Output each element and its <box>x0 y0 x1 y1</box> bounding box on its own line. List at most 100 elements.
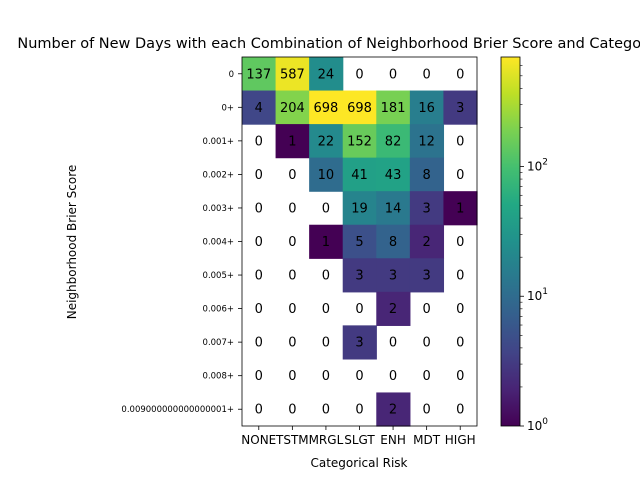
cell-value-label: 3 <box>423 269 431 284</box>
cell-value-label: 0 <box>456 134 464 149</box>
colorbar-tick-label: 102 <box>527 157 548 173</box>
heatmap-cell <box>275 124 310 159</box>
cell-value-label: 3 <box>423 201 431 216</box>
heatmap-cell <box>376 291 411 326</box>
cell-value-label: 0 <box>255 403 263 418</box>
cell-value-label: 8 <box>423 168 431 183</box>
cell-value-label: 137 <box>246 67 271 82</box>
heatmap-cell <box>309 90 344 125</box>
cell-value-label: 0 <box>456 369 464 384</box>
heatmap-cell <box>409 124 445 159</box>
heatmap-cell <box>409 224 445 259</box>
y-tick-label: 0.005+ <box>203 271 234 281</box>
heatmap-cell <box>275 57 310 92</box>
x-tick-label: ENH <box>380 433 406 447</box>
cell-value-label: 0 <box>288 235 296 250</box>
cell-value-label: 0 <box>288 302 296 317</box>
heatmap-cell <box>309 124 344 159</box>
cell-value-label: 4 <box>255 101 263 116</box>
cell-value-label: 0 <box>456 269 464 284</box>
cell-value-label: 0 <box>456 168 464 183</box>
cell-value-label: 698 <box>347 101 372 116</box>
y-tick-label: 0+ <box>221 103 234 113</box>
cell-value-label: 14 <box>385 201 402 216</box>
cell-value-label: 0 <box>255 336 263 351</box>
cell-value-label: 2 <box>389 302 397 317</box>
y-tick-label: 0.008+ <box>203 372 234 382</box>
x-tick-label: NONE <box>241 433 276 447</box>
y-tick-label: 0.009000000000000001+ <box>121 405 234 415</box>
cell-value-label: 0 <box>322 269 330 284</box>
cell-value-label: 3 <box>355 269 363 284</box>
heatmap-cell <box>376 157 411 192</box>
cell-value-label: 0 <box>322 403 330 418</box>
cell-value-label: 0 <box>355 403 363 418</box>
chart-title: Number of New Days with each Combination… <box>17 36 640 52</box>
cell-value-label: 0 <box>322 302 330 317</box>
heatmap-cell <box>309 224 344 259</box>
cell-value-label: 43 <box>385 168 402 183</box>
heatmap-cell <box>242 90 277 125</box>
cell-value-label: 0 <box>255 168 263 183</box>
cell-value-label: 698 <box>314 101 339 116</box>
colorbar-tick-label: 100 <box>527 417 548 433</box>
heatmap-cell <box>309 157 344 192</box>
y-axis-label: Neighborhood Brier Score <box>65 165 79 320</box>
colorbar-tick-label: 101 <box>527 287 548 303</box>
cell-value-label: 0 <box>423 403 431 418</box>
cell-value-label: 1 <box>456 201 464 216</box>
cell-value-label: 0 <box>423 67 431 82</box>
y-tick-label: 0.003+ <box>203 204 234 214</box>
cell-value-label: 0 <box>389 336 397 351</box>
cell-value-label: 0 <box>255 235 263 250</box>
heatmap-cell <box>409 258 445 293</box>
y-axis-ticks: 0 0+ 0.001+ 0.002+ 0.003+ 0.004+ 0.005+ 0.006+ 0… <box>121 70 242 415</box>
y-tick-label: 0.002+ <box>203 170 234 180</box>
colorbar <box>501 57 520 426</box>
cell-value-label: 0 <box>288 403 296 418</box>
cell-value-label: 0 <box>456 67 464 82</box>
cell-value-label: 41 <box>351 168 368 183</box>
heatmap-cell <box>275 90 310 125</box>
cell-value-label: 24 <box>318 67 335 82</box>
heatmap-cell <box>342 325 377 360</box>
heatmap-cell <box>342 124 377 159</box>
cell-value-label: 1 <box>322 235 330 250</box>
cell-value-label: 0 <box>389 369 397 384</box>
x-tick-label: SLGT <box>344 433 375 447</box>
cell-value-label: 0 <box>288 269 296 284</box>
x-tick-label: MDT <box>413 433 441 447</box>
cell-value-label: 12 <box>418 134 435 149</box>
cell-value-label: 0 <box>456 302 464 317</box>
heatmap-cell <box>342 157 377 192</box>
cell-value-label: 22 <box>318 134 335 149</box>
cell-value-label: 0 <box>456 235 464 250</box>
heatmap-cell <box>242 57 277 92</box>
cell-value-label: 0 <box>423 336 431 351</box>
x-tick-label: TSTM <box>275 433 309 447</box>
cell-value-label: 0 <box>456 403 464 418</box>
heatmap-cell <box>342 224 377 259</box>
heatmap-cell <box>342 90 377 125</box>
colorbar-ticks: 100 101 102 <box>520 65 548 433</box>
heatmap-cell <box>376 392 411 427</box>
heatmap-cell <box>443 90 478 125</box>
y-tick-label: 0.004+ <box>203 238 234 248</box>
y-tick-label: 0 <box>229 70 234 80</box>
y-tick-label: 0.001+ <box>203 137 234 147</box>
x-axis-ticks: NONE TSTM MRGL SLGT ENH MDT HIGH <box>241 426 476 447</box>
cell-value-label: 19 <box>351 201 368 216</box>
cell-value-label: 3 <box>389 269 397 284</box>
cell-value-label: 5 <box>355 235 363 250</box>
heatmap-cell <box>409 157 445 192</box>
cell-value-label: 0 <box>322 369 330 384</box>
cell-value-label: 82 <box>385 134 402 149</box>
cell-value-label: 3 <box>355 336 363 351</box>
heatmap-cell <box>409 90 445 125</box>
cell-value-labels: 137 587 24 0 0 0 04 204 698 698 181 16 30 1 22 152 82 12 0… <box>246 67 464 417</box>
cell-value-label: 0 <box>255 369 263 384</box>
heatmap-cell <box>376 258 411 293</box>
cell-value-label: 0 <box>288 168 296 183</box>
cell-value-label: 0 <box>355 302 363 317</box>
